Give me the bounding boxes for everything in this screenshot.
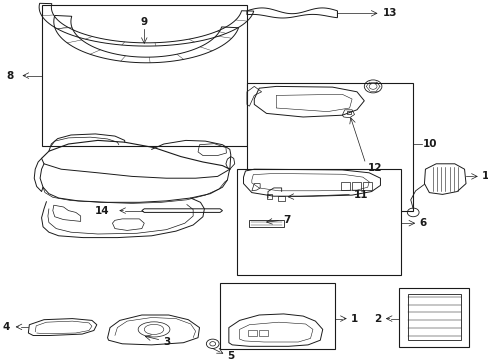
Bar	[340, 182, 349, 190]
Text: 6: 6	[419, 218, 426, 228]
Text: 15: 15	[481, 171, 488, 181]
Text: 3: 3	[163, 337, 170, 347]
Bar	[246, 83, 412, 211]
Text: 10: 10	[422, 139, 437, 149]
Text: 9: 9	[141, 17, 147, 27]
Bar	[362, 182, 371, 190]
Bar	[220, 283, 334, 349]
Bar	[41, 5, 246, 146]
Text: 11: 11	[353, 190, 368, 200]
Text: 2: 2	[373, 314, 381, 324]
Text: 1: 1	[350, 314, 358, 324]
Bar	[237, 169, 400, 275]
Bar	[351, 182, 360, 190]
Text: 12: 12	[367, 163, 382, 174]
Text: 5: 5	[227, 351, 234, 360]
Text: 14: 14	[95, 206, 109, 216]
Text: 13: 13	[382, 8, 396, 18]
Circle shape	[368, 84, 376, 89]
Text: 8: 8	[6, 71, 14, 81]
Text: 7: 7	[283, 215, 290, 225]
Text: 4: 4	[2, 322, 10, 332]
